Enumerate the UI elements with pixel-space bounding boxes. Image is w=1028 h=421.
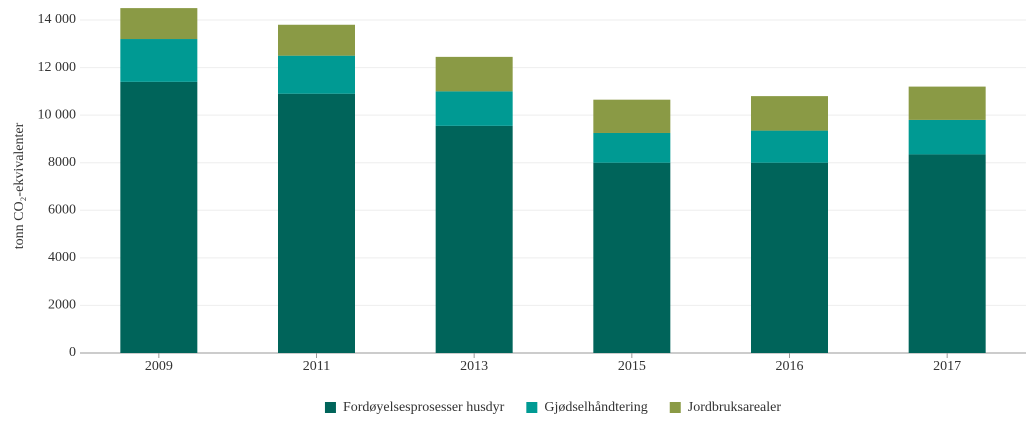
bar-segment	[278, 55, 355, 94]
y-tick-label: 0	[69, 345, 76, 360]
legend-label: Gjødselhåndtering	[544, 400, 647, 415]
x-tick-label: 2016	[776, 359, 804, 374]
bar-segment	[751, 162, 828, 353]
legend-label: Jordbruksarealer	[688, 400, 782, 415]
bar-segment	[435, 125, 513, 353]
bar-segment	[120, 81, 198, 353]
legend-label: Fordøyelsesprosesser husdyr	[343, 400, 505, 415]
x-tick-label: 2011	[303, 359, 330, 374]
bar-segment	[120, 39, 198, 82]
x-tick-label: 2015	[618, 359, 646, 374]
bar-segment	[751, 96, 828, 131]
bar-segment	[120, 8, 198, 40]
legend-swatch	[526, 402, 538, 413]
y-tick-label: 14 000	[38, 12, 77, 27]
bar-segment	[593, 99, 671, 133]
y-tick-label: 8000	[48, 155, 76, 170]
bar-segment	[908, 86, 986, 120]
y-tick-label: 2000	[48, 298, 76, 313]
y-tick-label: 6000	[48, 203, 76, 218]
bar-segment	[593, 132, 671, 163]
y-tick-label: 10 000	[38, 107, 77, 122]
y-axis-label: tonn CO₂-ekvivalenter	[12, 122, 27, 249]
bar-segment	[908, 154, 986, 353]
x-tick-label: 2009	[145, 359, 173, 374]
bar-segment	[278, 24, 355, 56]
bar-segment	[435, 56, 513, 92]
bar-segment	[593, 162, 671, 353]
y-tick-label: 4000	[48, 250, 76, 265]
legend-swatch	[669, 402, 681, 413]
x-tick-label: 2017	[933, 359, 961, 374]
bar-segment	[278, 93, 355, 353]
legend-swatch	[324, 402, 336, 413]
x-tick-label: 2013	[460, 359, 488, 374]
bar-segment	[908, 119, 986, 155]
bar-segment	[751, 130, 828, 163]
y-tick-label: 12 000	[38, 60, 77, 75]
bar-segment	[435, 91, 513, 126]
